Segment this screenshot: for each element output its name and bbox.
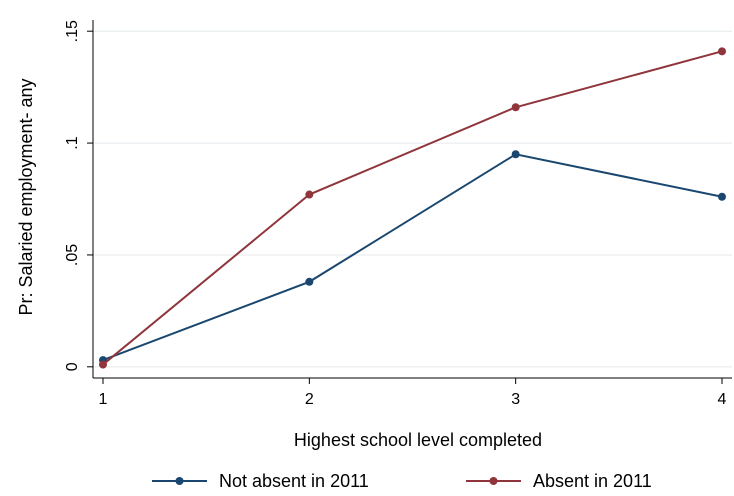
legend: Not absent in 2011 Absent in 2011 bbox=[152, 471, 652, 491]
y-axis-label: Pr: Salaried employment- any bbox=[16, 78, 36, 315]
x-tick-label: 2 bbox=[305, 391, 314, 408]
data-point bbox=[305, 277, 314, 286]
data-point bbox=[511, 103, 520, 112]
legend-label: Absent in 2011 bbox=[533, 471, 652, 491]
data-point bbox=[511, 150, 520, 159]
y-tick-label: .15 bbox=[64, 20, 81, 42]
y-tick-label: 0 bbox=[64, 362, 81, 371]
series-line-0 bbox=[102, 153, 723, 362]
data-point bbox=[718, 192, 726, 201]
x-tick-label: 4 bbox=[718, 391, 727, 408]
series-lines bbox=[99, 47, 726, 369]
y-tick-label: .1 bbox=[64, 136, 81, 149]
data-point bbox=[99, 360, 107, 369]
y-tick-label: .05 bbox=[64, 244, 81, 266]
legend-label: Not absent in 2011 bbox=[219, 471, 369, 491]
legend-swatch-marker bbox=[175, 477, 184, 485]
x-tick-label: 1 bbox=[99, 391, 108, 408]
axes bbox=[92, 20, 732, 379]
legend-swatch-marker bbox=[489, 477, 498, 485]
x-axis-label: Highest school level completed bbox=[294, 430, 542, 450]
x-tick-label: 3 bbox=[511, 391, 520, 408]
data-point bbox=[305, 190, 314, 199]
x-ticks: 1 2 3 4 bbox=[99, 378, 727, 408]
y-ticks: 0 .05 .1 .15 bbox=[64, 20, 93, 371]
data-point bbox=[718, 47, 726, 56]
series-line-1 bbox=[102, 50, 723, 366]
gridlines bbox=[93, 30, 732, 368]
